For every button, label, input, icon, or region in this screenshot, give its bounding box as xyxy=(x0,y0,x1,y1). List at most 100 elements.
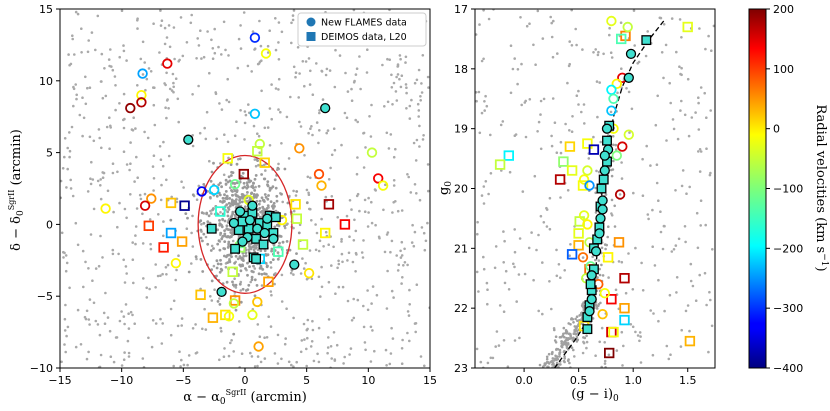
background-star xyxy=(329,345,333,348)
core-star xyxy=(250,275,254,279)
background-star xyxy=(64,303,67,307)
background-star xyxy=(396,73,400,76)
nonmember-deimos-marker xyxy=(566,165,578,176)
background-star xyxy=(575,43,578,47)
core-star xyxy=(295,252,298,256)
background-star xyxy=(270,117,274,121)
nonmember-deimos-marker xyxy=(616,33,627,45)
x-tick-label: −15 xyxy=(48,374,71,387)
core-star xyxy=(280,192,283,196)
background-star xyxy=(508,170,512,174)
turnoff-star xyxy=(554,354,557,358)
turnoff-star xyxy=(553,339,557,342)
background-star xyxy=(227,354,231,358)
core-star xyxy=(220,225,224,229)
background-star xyxy=(176,324,180,328)
core-star xyxy=(257,272,261,276)
background-star xyxy=(677,237,681,241)
core-star xyxy=(265,207,269,210)
background-star xyxy=(352,9,356,12)
colorbar-tick-label: −100 xyxy=(773,183,803,196)
background-star xyxy=(242,11,246,14)
core-star xyxy=(305,201,309,205)
background-star xyxy=(550,307,553,311)
nonmember-markers-spatial xyxy=(100,32,389,352)
background-star xyxy=(258,335,262,339)
member-deimos-marker xyxy=(641,35,652,46)
background-star xyxy=(524,135,528,139)
rgb-star xyxy=(605,243,608,247)
background-star xyxy=(262,163,266,167)
core-star xyxy=(229,163,233,167)
core-star xyxy=(225,235,229,239)
background-star xyxy=(145,77,149,81)
background-star xyxy=(559,196,562,199)
turnoff-star xyxy=(573,328,576,332)
background-star xyxy=(651,245,654,248)
background-star xyxy=(478,131,482,135)
background-star xyxy=(426,221,429,225)
background-star xyxy=(620,260,624,264)
background-star xyxy=(236,66,240,70)
background-star xyxy=(159,317,162,321)
background-star xyxy=(400,347,404,350)
rgb-star xyxy=(594,191,597,195)
background-star xyxy=(152,154,156,157)
background-star xyxy=(257,163,260,167)
nonmember-deimos-marker xyxy=(259,157,270,168)
background-star xyxy=(251,30,255,33)
background-star xyxy=(475,99,478,103)
background-star xyxy=(528,22,531,26)
background-star xyxy=(292,209,296,213)
background-star xyxy=(647,217,650,221)
background-star xyxy=(581,256,585,259)
colorbar-tick-label: 0 xyxy=(773,123,780,136)
nonmember-deimos-marker xyxy=(263,276,274,288)
turnoff-star xyxy=(564,341,568,345)
background-star xyxy=(422,231,426,235)
background-star xyxy=(610,56,614,59)
background-star xyxy=(277,162,280,166)
background-star xyxy=(129,310,133,314)
background-star xyxy=(364,146,367,149)
background-star xyxy=(132,116,135,119)
background-star xyxy=(172,299,176,303)
background-star xyxy=(123,322,126,326)
background-star xyxy=(99,197,103,201)
core-star xyxy=(261,268,264,271)
background-star xyxy=(516,68,520,71)
nonmember-deimos-marker xyxy=(291,213,303,224)
background-star xyxy=(181,54,185,58)
colorbar-tick-label: 100 xyxy=(773,63,794,76)
core-star xyxy=(235,198,238,201)
core-star xyxy=(226,261,230,264)
background-star xyxy=(258,151,262,154)
y-tick-label: 20 xyxy=(454,183,468,196)
background-star xyxy=(705,116,708,119)
background-star xyxy=(256,323,260,326)
nonmember-flames-marker xyxy=(100,203,111,214)
core-star xyxy=(184,212,188,216)
background-star xyxy=(318,129,321,132)
background-star xyxy=(141,73,145,76)
background-star xyxy=(385,307,389,310)
background-star xyxy=(594,48,597,51)
background-star xyxy=(620,177,624,180)
turnoff-star xyxy=(591,317,595,320)
background-star xyxy=(114,84,117,87)
background-star xyxy=(235,120,238,123)
turnoff-star xyxy=(572,348,575,352)
background-star xyxy=(404,83,408,86)
background-star xyxy=(284,337,288,340)
background-star xyxy=(123,351,126,354)
background-star xyxy=(403,261,407,264)
background-star xyxy=(208,159,211,163)
background-star xyxy=(672,248,676,251)
rgb-star xyxy=(611,135,615,138)
background-star xyxy=(124,303,128,306)
background-star xyxy=(151,319,155,322)
nonmember-flames-marker xyxy=(136,89,147,101)
nonmember-deimos-marker xyxy=(613,237,625,248)
background-star xyxy=(224,48,227,52)
core-star xyxy=(208,196,212,199)
